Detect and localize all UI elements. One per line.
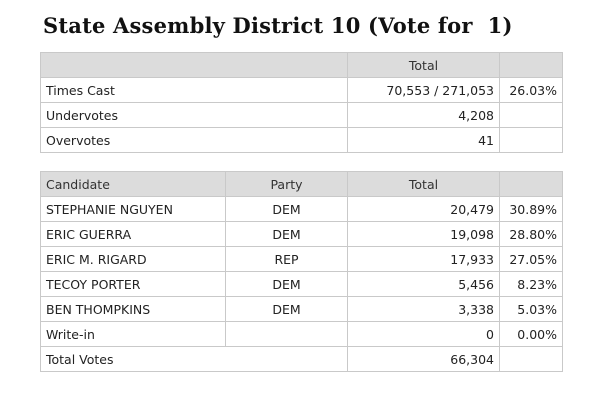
summary-table: Total Times Cast 70,553 / 271,053 26.03%… [40, 52, 563, 153]
candidate-row: TECOY PORTER DEM 5,456 8.23% [40, 271, 563, 297]
total-votes-pct [499, 346, 563, 372]
candidate-total: 19,098 [347, 221, 500, 247]
total-votes-label: Total Votes [40, 346, 348, 372]
summary-label: Times Cast [40, 77, 348, 103]
summary-row-undervotes: Undervotes 4,208 [40, 102, 563, 128]
summary-pct: 26.03% [499, 77, 563, 103]
candidate-pct: 27.05% [499, 246, 563, 272]
pct-header [499, 171, 563, 197]
summary-header-row: Total [40, 52, 563, 78]
candidate-row: STEPHANIE NGUYEN DEM 20,479 30.89% [40, 196, 563, 222]
summary-row-times-cast: Times Cast 70,553 / 271,053 26.03% [40, 77, 563, 103]
candidate-party: DEM [225, 296, 348, 322]
candidate-pct: 5.03% [499, 296, 563, 322]
candidate-total: 5,456 [347, 271, 500, 297]
summary-total: 70,553 / 271,053 [347, 77, 500, 103]
candidate-header: Candidate [40, 171, 226, 197]
summary-label: Overvotes [40, 127, 348, 153]
candidate-row: ERIC M. RIGARD REP 17,933 27.05% [40, 246, 563, 272]
candidate-total: 0 [347, 321, 500, 347]
total-votes-value: 66,304 [347, 346, 500, 372]
candidate-pct: 8.23% [499, 271, 563, 297]
candidate-name: ERIC GUERRA [40, 221, 226, 247]
candidate-name: TECOY PORTER [40, 271, 226, 297]
candidate-pct: 0.00% [499, 321, 563, 347]
summary-pct [499, 127, 563, 153]
candidate-pct: 30.89% [499, 196, 563, 222]
candidate-name: STEPHANIE NGUYEN [40, 196, 226, 222]
candidate-total: 20,479 [347, 196, 500, 222]
candidate-party: REP [225, 246, 348, 272]
candidate-name: ERIC M. RIGARD [40, 246, 226, 272]
total-header: Total [347, 171, 500, 197]
summary-total: 4,208 [347, 102, 500, 128]
candidate-name: Write-in [40, 321, 226, 347]
results-header-row: Candidate Party Total [40, 171, 563, 197]
candidate-party: DEM [225, 221, 348, 247]
candidate-row-write-in: Write-in 0 0.00% [40, 321, 563, 347]
results-table: Candidate Party Total STEPHANIE NGUYEN D… [40, 171, 563, 372]
candidate-row: BEN THOMPKINS DEM 3,338 5.03% [40, 296, 563, 322]
summary-pct [499, 102, 563, 128]
summary-pct-header [499, 52, 563, 78]
summary-label: Undervotes [40, 102, 348, 128]
summary-total-header: Total [347, 52, 500, 78]
candidate-party: DEM [225, 196, 348, 222]
summary-blank-header [40, 52, 348, 78]
candidate-row: ERIC GUERRA DEM 19,098 28.80% [40, 221, 563, 247]
candidate-total: 3,338 [347, 296, 500, 322]
candidate-party: DEM [225, 271, 348, 297]
summary-total: 41 [347, 127, 500, 153]
candidate-pct: 28.80% [499, 221, 563, 247]
total-votes-row: Total Votes 66,304 [40, 346, 563, 372]
party-header: Party [225, 171, 348, 197]
summary-row-overvotes: Overvotes 41 [40, 127, 563, 153]
page-title: State Assembly District 10 (Vote for 1) [43, 13, 513, 38]
candidate-party [225, 321, 348, 347]
candidate-total: 17,933 [347, 246, 500, 272]
candidate-name: BEN THOMPKINS [40, 296, 226, 322]
